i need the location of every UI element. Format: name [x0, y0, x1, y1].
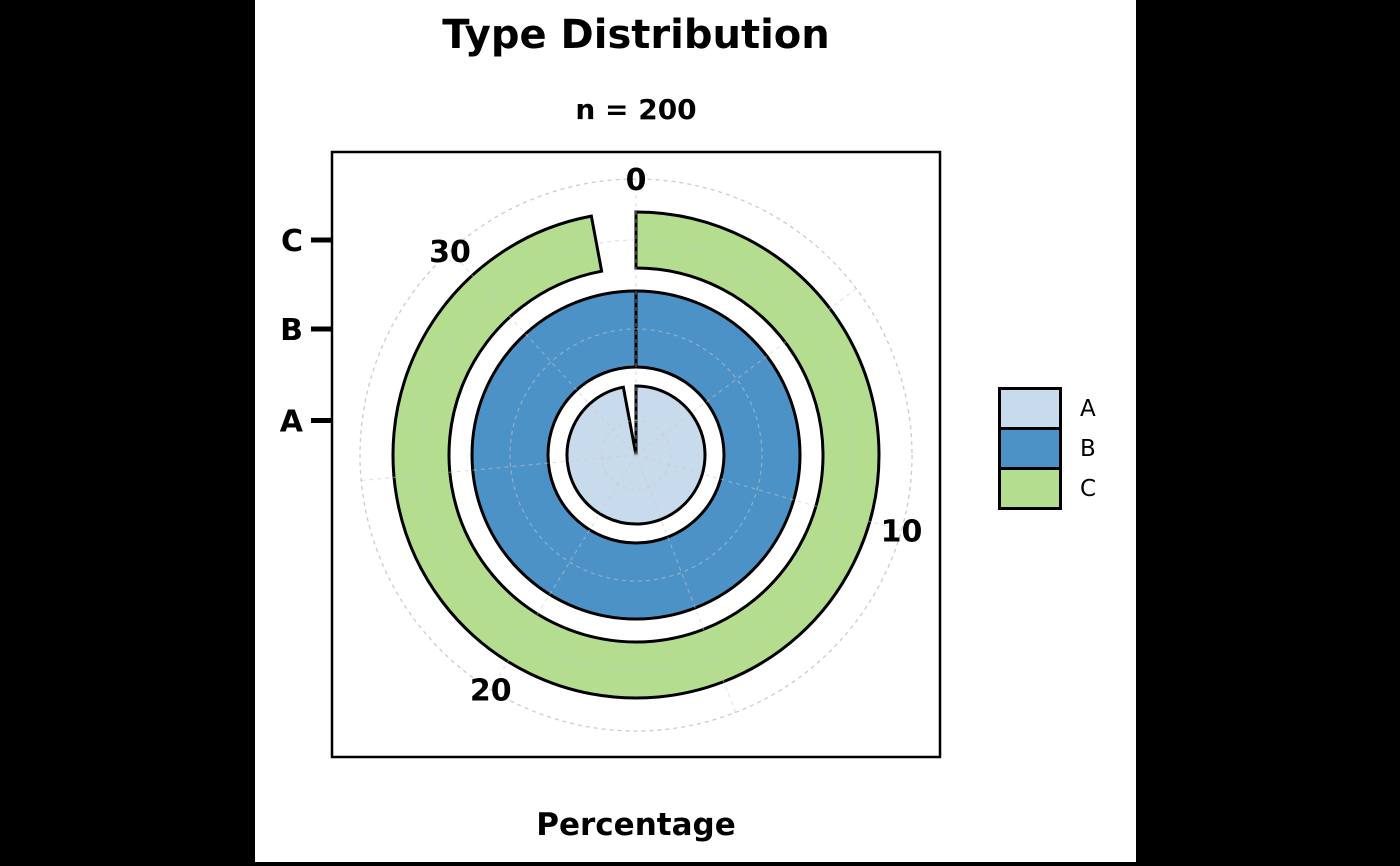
legend-swatch-C [998, 467, 1062, 510]
radial-category-label-C: C [281, 224, 303, 259]
angular-tick-label-30: 30 [429, 235, 471, 270]
grid-spoke-25 [361, 454, 637, 482]
angular-tick-label-20: 20 [470, 673, 512, 708]
legend-label-B: B [1080, 435, 1096, 462]
grid-spoke-5 [635, 288, 857, 456]
legend-label-A: A [1080, 395, 1096, 422]
radial-category-label-B: B [280, 313, 303, 348]
grid-spoke-30 [449, 250, 637, 456]
legend-swatch-A [998, 387, 1062, 430]
grid-spoke-15 [635, 454, 737, 713]
legend-swatch-B [998, 427, 1062, 470]
chart-subtitle: n = 200 [575, 93, 697, 126]
grid-spoke-10 [635, 454, 902, 532]
grid-circle-B [509, 328, 763, 582]
chart-title: Type Distribution [442, 12, 830, 58]
legend-label-C: C [1080, 475, 1097, 502]
plot-frame [330, 150, 942, 759]
grid-spoke-20 [490, 454, 637, 690]
angular-tick-label-10: 10 [881, 514, 923, 549]
angular-axis-label: Percentage [536, 807, 736, 843]
grid-circle-C [420, 239, 852, 671]
grid-circle-outer [359, 178, 913, 732]
legend-item-B: B [998, 427, 1096, 470]
legend-item-C: C [998, 467, 1096, 510]
angular-tick-label-0: 0 [626, 163, 647, 198]
radial-category-label-A: A [280, 404, 304, 439]
legend-item-A: A [998, 387, 1096, 430]
ring-C [391, 210, 881, 700]
